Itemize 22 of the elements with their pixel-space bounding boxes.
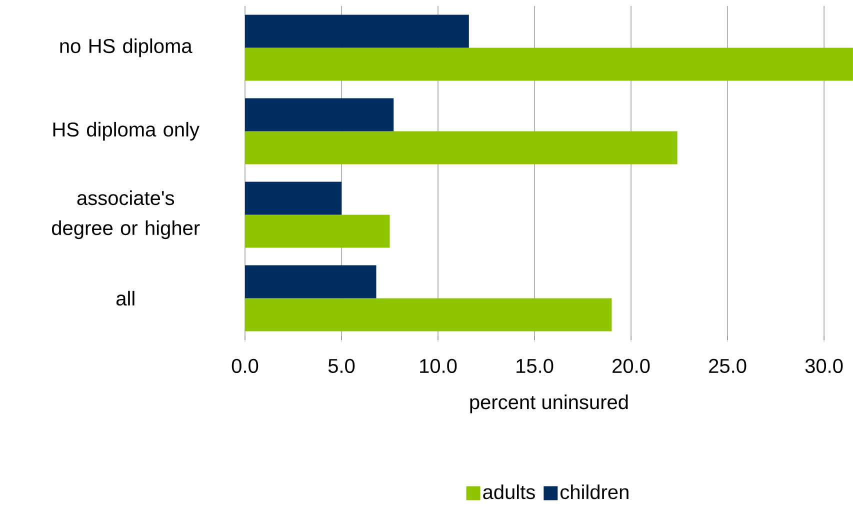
x-tick-label: 10.0 [420, 358, 457, 374]
x-tick-label: 15.0 [516, 358, 554, 374]
x-tick-label: 20.0 [612, 358, 650, 374]
bar [245, 14, 469, 48]
y-tick-label: associate's degree or higher [52, 190, 200, 240]
y-tick-label: no HS diploma [60, 38, 192, 58]
legend-label: adults [483, 484, 535, 500]
bar [245, 265, 376, 298]
bar [245, 48, 853, 81]
bar [245, 131, 678, 164]
x-tick-label: 0.0 [232, 358, 258, 374]
bar [245, 98, 394, 132]
bar [245, 182, 342, 215]
bar [245, 214, 390, 248]
y-tick-label: all [116, 290, 134, 306]
legend-label: children [560, 484, 628, 500]
x-tick-label: 5.0 [328, 358, 355, 374]
x-tick-label: 25.0 [709, 358, 746, 374]
x-tick-label: 30.0 [805, 358, 843, 374]
x-axis-title: percent uninsured [470, 394, 628, 414]
y-tick-label: HS diploma only [53, 122, 200, 141]
bar [245, 298, 612, 332]
